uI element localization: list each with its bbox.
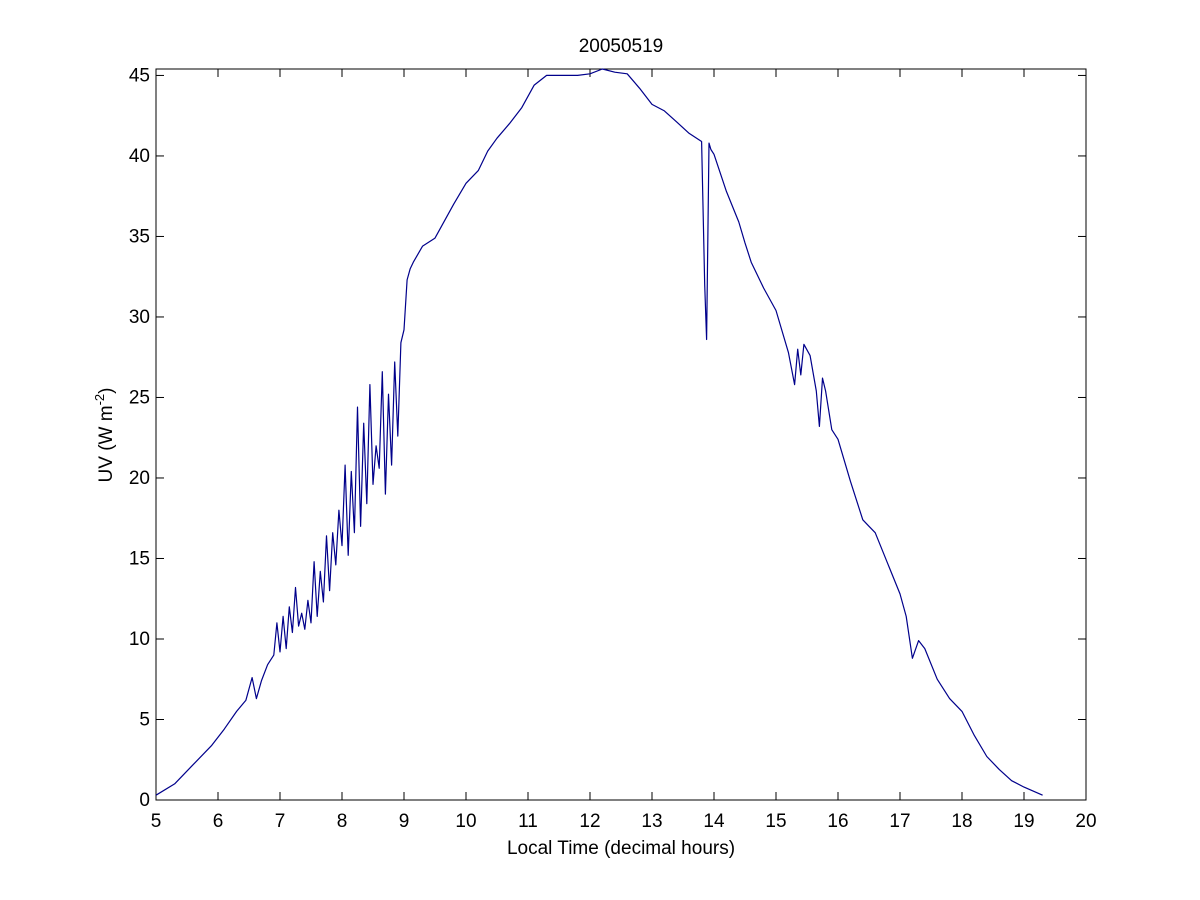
uv-series-line bbox=[155, 68, 1043, 796]
y-axis-label-main: UV (W m bbox=[96, 405, 117, 482]
x-tick-label: 19 bbox=[1013, 811, 1034, 832]
x-tick-label: 15 bbox=[765, 811, 786, 832]
y-axis-label: UV (W m-2) bbox=[92, 388, 117, 483]
x-tick-label: 12 bbox=[579, 811, 600, 832]
x-tick-label: 9 bbox=[399, 811, 410, 832]
x-axis-label: Local Time (decimal hours) bbox=[507, 838, 735, 859]
x-tick-label: 16 bbox=[827, 811, 848, 832]
y-tick-label: 0 bbox=[139, 790, 150, 811]
y-tick-label: 20 bbox=[129, 468, 150, 489]
x-tick-label: 20 bbox=[1075, 811, 1096, 832]
plot-area-frame bbox=[155, 68, 1087, 801]
y-axis-label-superscript: -2 bbox=[92, 394, 107, 406]
y-tick-label: 30 bbox=[129, 307, 150, 328]
x-tick-label: 6 bbox=[213, 811, 224, 832]
x-tick-label: 11 bbox=[518, 811, 538, 832]
y-tick-label: 15 bbox=[129, 548, 150, 569]
y-axis-label-close: ) bbox=[96, 388, 117, 394]
y-tick-label: 5 bbox=[139, 709, 150, 730]
y-tick-label: 25 bbox=[129, 387, 150, 408]
y-tick-label: 45 bbox=[129, 65, 150, 86]
y-axis-ticks: 0 5 10 15 20 25 30 35 40 45 bbox=[129, 65, 1086, 811]
y-tick-label: 40 bbox=[129, 146, 150, 167]
x-tick-label: 10 bbox=[455, 811, 476, 832]
x-axis-ticks: 5 6 7 8 9 10 11 12 13 14 15 16 17 18 19 20 bbox=[151, 69, 1097, 832]
y-tick-label: 35 bbox=[129, 226, 150, 247]
chart-title: 20050519 bbox=[579, 36, 664, 57]
x-tick-label: 17 bbox=[889, 811, 910, 832]
y-tick-label: 10 bbox=[129, 629, 150, 650]
x-tick-label: 14 bbox=[703, 811, 725, 832]
x-tick-label: 18 bbox=[951, 811, 972, 832]
x-tick-label: 13 bbox=[641, 811, 662, 832]
x-tick-label: 5 bbox=[151, 811, 162, 832]
x-tick-label: 7 bbox=[275, 811, 286, 832]
x-tick-label: 8 bbox=[337, 811, 348, 832]
